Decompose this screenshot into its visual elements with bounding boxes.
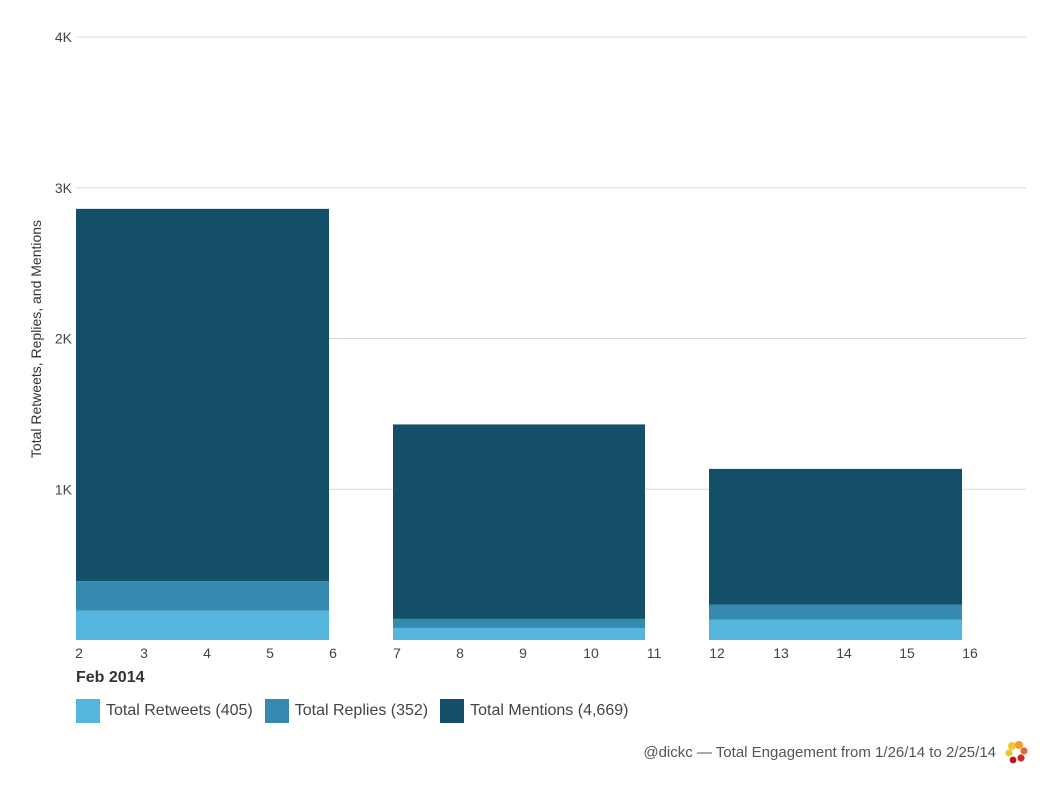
x-tick-label: 7 xyxy=(393,645,401,661)
bar-segment-mentions[interactable] xyxy=(76,208,329,582)
x-tick-label: 4 xyxy=(203,645,211,661)
legend: Total Retweets (405) Total Replies (352) T… xyxy=(76,699,628,723)
x-tick-label: 16 xyxy=(962,645,978,661)
legend-swatch xyxy=(76,699,100,723)
legend-item[interactable]: Total Mentions (4,669) xyxy=(440,699,628,723)
legend-swatch xyxy=(440,699,465,723)
bar-segment-replies[interactable] xyxy=(76,581,329,611)
x-tick-label: 9 xyxy=(519,645,527,661)
x-tick-label: 8 xyxy=(456,645,464,661)
x-tick-label: 2 xyxy=(75,645,83,661)
legend-label: Total Replies (352) xyxy=(294,702,429,719)
bar-segment-replies[interactable] xyxy=(393,618,645,628)
stacked-bar-chart: 1K 2K 3K 4K 2 3 4 5 6 7 8 9 10 11 12 13 14 15 16 Total Ret… xyxy=(28,29,1026,686)
x-tick-label: 13 xyxy=(773,645,789,661)
bars xyxy=(76,208,962,640)
bar-segment-retweets[interactable] xyxy=(76,610,329,640)
footer: @dickc — Total Engagement from 1/26/14 t… xyxy=(643,740,1028,764)
y-tick-label: 3K xyxy=(55,180,73,196)
bar-segment-mentions[interactable] xyxy=(709,468,962,605)
y-axis-title: Total Retweets, Replies, and Mentions xyxy=(28,220,44,458)
bar-segment-retweets[interactable] xyxy=(393,627,645,640)
legend-item[interactable]: Total Retweets (405) xyxy=(76,699,253,723)
x-tick-label: 5 xyxy=(266,645,274,661)
x-tick-label: 6 xyxy=(329,645,337,661)
legend-swatch xyxy=(264,699,289,723)
y-tick-label: 4K xyxy=(55,29,73,45)
brand-logo-icon xyxy=(1005,741,1028,764)
legend-label: Total Mentions (4,669) xyxy=(470,702,629,719)
x-tick-label: 15 xyxy=(899,645,915,661)
x-axis-month-label: Feb 2014 xyxy=(76,669,145,686)
legend-item[interactable]: Total Replies (352) xyxy=(264,699,429,723)
bar-segment-retweets[interactable] xyxy=(709,619,962,640)
x-tick-label: 12 xyxy=(709,645,725,661)
footer-caption: @dickc — Total Engagement from 1/26/14 t… xyxy=(643,743,996,761)
legend-label: Total Retweets (405) xyxy=(106,702,253,719)
bar-segment-replies[interactable] xyxy=(709,604,962,620)
y-tick-label: 2K xyxy=(55,331,73,347)
x-tick-label: 3 xyxy=(140,645,148,661)
bar-segment-mentions[interactable] xyxy=(393,424,645,619)
x-tick-label: 11 xyxy=(647,645,662,661)
axis-ticks: 1K 2K 3K 4K 2 3 4 5 6 7 8 9 10 11 12 13 14 15 16 xyxy=(55,29,978,661)
y-tick-label: 1K xyxy=(55,481,73,497)
x-tick-label: 10 xyxy=(583,645,599,661)
x-tick-label: 14 xyxy=(836,645,852,661)
